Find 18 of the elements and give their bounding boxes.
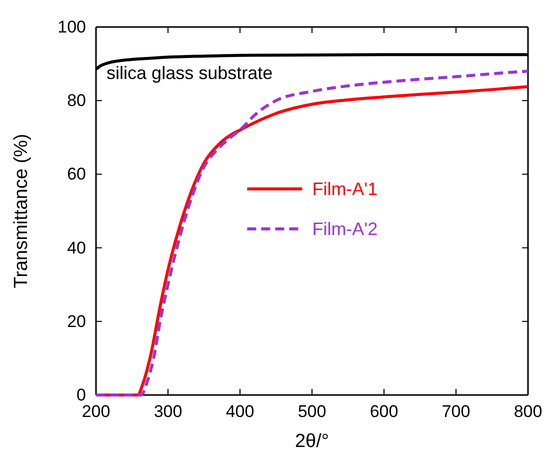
- annotation: silica glass substrate: [106, 63, 273, 84]
- y-tick-label: 40: [67, 238, 86, 258]
- x-tick-label: 800: [514, 402, 542, 422]
- y-tick-label: 80: [67, 91, 86, 110]
- y-axis-title: Transmittance (%): [11, 134, 32, 288]
- y-tick-label: 60: [67, 164, 86, 184]
- legend-label: Film-A'2: [312, 218, 378, 239]
- y-tick-label: 100: [58, 17, 86, 36]
- legend-label: Film-A'1: [312, 178, 378, 199]
- x-tick-label: 500: [298, 402, 326, 422]
- x-tick-label: 200: [82, 402, 110, 422]
- x-tick-label: 600: [370, 402, 398, 422]
- y-tick-label: 0: [76, 385, 86, 404]
- y-tick-label: 20: [67, 312, 86, 331]
- x-tick-label: 400: [226, 402, 254, 422]
- x-tick-label: 300: [154, 402, 182, 422]
- x-tick-label: 700: [442, 402, 470, 422]
- x-axis-title: 2θ/°: [294, 431, 330, 452]
